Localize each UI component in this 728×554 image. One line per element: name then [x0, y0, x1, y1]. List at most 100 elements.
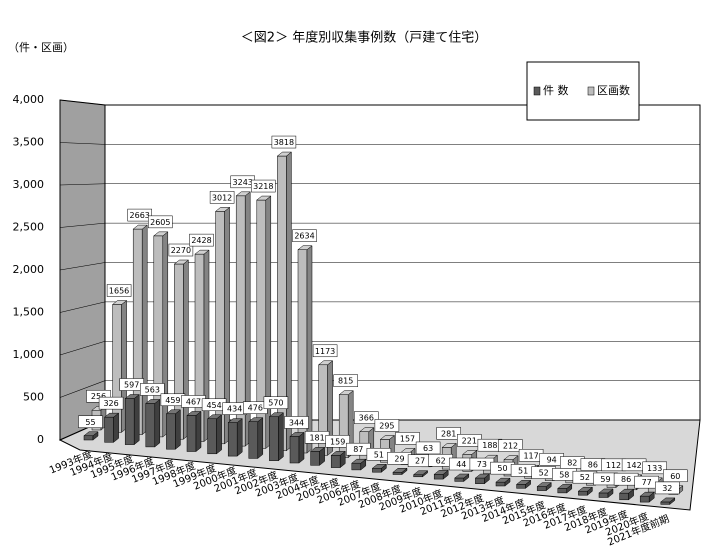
bar-top — [618, 488, 635, 494]
bar — [83, 431, 99, 441]
bar-top — [462, 450, 478, 455]
data-label-box — [395, 432, 420, 445]
data-label: 133 — [647, 464, 662, 473]
bar-front — [619, 492, 629, 501]
data-label-box — [415, 441, 441, 455]
data-label: 86 — [588, 461, 598, 470]
bar — [330, 450, 346, 469]
bar-top — [214, 207, 231, 212]
bar-top — [256, 195, 272, 201]
bar-front — [227, 422, 238, 457]
bar-top — [297, 245, 313, 250]
data-label: 55 — [85, 418, 95, 427]
data-label: 563 — [145, 385, 160, 394]
bar-front — [104, 416, 114, 443]
data-label: 188 — [482, 441, 497, 450]
bar-top — [379, 435, 396, 440]
bar-front — [413, 474, 423, 478]
side-grid-line — [59, 301, 106, 313]
bar — [103, 412, 120, 443]
y-tick-label: 2,500 — [13, 221, 45, 234]
data-label-box — [284, 416, 309, 429]
bar — [433, 469, 449, 480]
data-label: 815 — [338, 377, 353, 386]
bar-front — [639, 495, 650, 503]
data-label: 281 — [441, 429, 456, 438]
data-label: 50 — [497, 464, 507, 473]
bar-top — [598, 488, 614, 494]
data-label-box — [78, 415, 103, 429]
y-axis-label: （件・区画） — [8, 41, 74, 54]
bar-top — [412, 470, 429, 475]
bar — [618, 488, 635, 501]
data-label: 1656 — [109, 286, 129, 295]
bar-side — [133, 394, 140, 446]
bar — [111, 299, 128, 433]
bar-top — [194, 249, 210, 255]
bar-front — [557, 488, 568, 494]
bar-front — [536, 486, 547, 491]
data-label: 454 — [206, 401, 221, 410]
data-label-box — [251, 179, 276, 193]
bar-top — [454, 473, 470, 479]
y-tick-label: 1,000 — [13, 348, 45, 361]
legend-box — [526, 61, 640, 121]
data-label: 29 — [394, 454, 404, 463]
data-label: 476 — [248, 404, 263, 413]
data-label: 3218 — [253, 182, 273, 191]
data-label: 117 — [523, 451, 538, 460]
data-label: 221 — [462, 436, 477, 445]
bar-top — [309, 447, 326, 452]
data-label-box — [148, 215, 173, 229]
bar-front — [83, 435, 94, 441]
bar-top — [186, 411, 202, 416]
bar-side — [162, 231, 169, 438]
data-label-box — [106, 284, 132, 297]
bar-top — [248, 417, 264, 422]
data-label: 295 — [379, 421, 394, 430]
bar-side — [216, 414, 222, 455]
data-label-box — [436, 427, 461, 440]
data-label: 3012 — [212, 193, 232, 202]
data-label-box — [292, 229, 317, 242]
bar-front — [186, 415, 197, 452]
data-label: 58 — [559, 470, 569, 479]
y-tick-label: 1,500 — [13, 306, 45, 319]
bar — [474, 473, 491, 485]
bar — [392, 467, 408, 476]
bar — [227, 418, 243, 457]
bar — [165, 409, 182, 450]
bar-front — [269, 416, 279, 461]
data-label: 1173 — [315, 347, 335, 356]
bar-front — [248, 421, 259, 459]
data-label: 63 — [423, 444, 433, 453]
bar-side — [236, 418, 243, 457]
data-label: 3243 — [233, 178, 253, 187]
bar — [145, 398, 161, 448]
bar — [248, 417, 264, 459]
bar — [515, 479, 532, 489]
data-label: 2634 — [294, 232, 314, 241]
bar-side — [298, 431, 305, 464]
bar-side — [203, 249, 210, 443]
data-label: 344 — [289, 418, 304, 427]
bar — [639, 491, 655, 503]
legend-label: 区画数 — [597, 84, 630, 97]
bar-top — [338, 390, 354, 395]
bar-top — [173, 259, 190, 265]
data-label: 86 — [621, 475, 631, 484]
bar-top — [227, 418, 243, 423]
data-label: 2428 — [191, 236, 211, 245]
bar-front — [578, 490, 588, 496]
data-label: 142 — [626, 461, 641, 470]
data-label-box — [374, 419, 400, 432]
data-label-box — [655, 481, 680, 495]
bar — [495, 477, 511, 487]
bar-top — [276, 151, 293, 157]
bar-side — [257, 417, 264, 459]
data-label: 77 — [642, 478, 652, 487]
bar-top — [577, 486, 594, 492]
data-label: 87 — [353, 445, 363, 454]
data-label: 366 — [359, 414, 374, 423]
bar-front — [392, 472, 403, 475]
